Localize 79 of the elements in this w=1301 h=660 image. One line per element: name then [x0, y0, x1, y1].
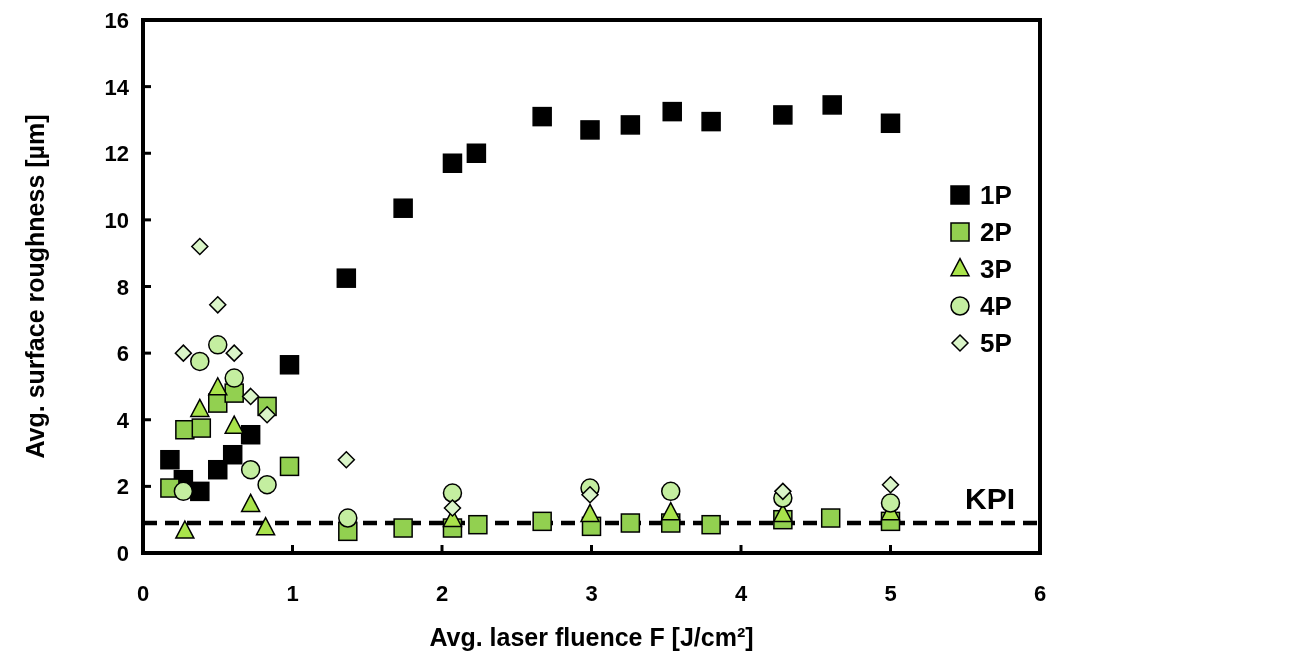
- y-tick-label: 0: [116, 541, 129, 566]
- point: [191, 418, 212, 438]
- point: [190, 351, 210, 372]
- point: [225, 344, 243, 362]
- legend-label: 2P: [980, 217, 1012, 247]
- legend-label: 3P: [980, 254, 1012, 284]
- point: [222, 444, 243, 465]
- point: [209, 296, 227, 314]
- point: [393, 198, 413, 218]
- point: [240, 493, 261, 513]
- point: [773, 105, 793, 125]
- point: [190, 398, 210, 418]
- point: [175, 520, 195, 539]
- point: [208, 335, 228, 355]
- x-tick-label: 3: [585, 581, 598, 606]
- y-tick-label: 4: [116, 407, 130, 433]
- point: [880, 493, 901, 513]
- y-tick-label: 6: [116, 341, 129, 367]
- point: [258, 406, 276, 424]
- point: [660, 501, 681, 521]
- point: [581, 485, 599, 504]
- legend-label: 5P: [980, 328, 1012, 358]
- y-tick-label: 8: [116, 274, 129, 300]
- point: [580, 120, 600, 140]
- point: [160, 449, 180, 470]
- y-tick-label: 2: [116, 474, 129, 500]
- point: [881, 475, 900, 494]
- x-axis-title: Avg. laser fluence F [J/cm²]: [429, 623, 754, 651]
- point: [224, 415, 244, 434]
- point: [662, 101, 682, 122]
- point: [257, 474, 277, 495]
- x-tick-label: 4: [734, 581, 748, 606]
- point: [822, 95, 842, 115]
- point: [880, 113, 901, 134]
- point: [191, 237, 209, 256]
- point: [255, 516, 276, 536]
- point: [701, 514, 721, 535]
- point: [173, 481, 194, 502]
- point: [224, 368, 244, 388]
- point: [338, 508, 358, 528]
- point: [620, 115, 641, 135]
- x-tick-label: 6: [1033, 581, 1047, 606]
- point: [620, 513, 641, 533]
- y-tick-label: 14: [104, 74, 130, 100]
- y-tick-label: 10: [104, 207, 129, 233]
- point: [174, 344, 193, 362]
- point: [337, 450, 356, 469]
- point: [442, 153, 463, 173]
- point: [208, 377, 228, 396]
- point: [240, 459, 261, 480]
- legend-label: 1P: [980, 180, 1012, 210]
- point: [393, 518, 413, 538]
- point: [336, 268, 357, 288]
- x-tick-label: 1: [286, 581, 299, 606]
- y-axis-title: Avg. surface roughness [µm]: [21, 114, 49, 459]
- point: [190, 481, 210, 502]
- y-tick-label: 16: [104, 8, 129, 33]
- point: [580, 503, 600, 523]
- point: [279, 456, 300, 477]
- point: [240, 424, 261, 445]
- point: [820, 508, 841, 528]
- point: [208, 459, 228, 480]
- point: [701, 111, 721, 132]
- point: [532, 106, 552, 127]
- point: [241, 387, 260, 406]
- ref-line-label: KPI: [964, 482, 1016, 516]
- x-tick-label: 0: [136, 581, 150, 606]
- point: [443, 499, 462, 517]
- legend-label: 4P: [980, 291, 1012, 321]
- point: [660, 481, 681, 502]
- point: [279, 355, 300, 375]
- x-tick-label: 2: [435, 581, 449, 606]
- x-tick-label: 5: [884, 581, 897, 606]
- point: [774, 482, 792, 501]
- y-tick-label: 12: [104, 141, 129, 167]
- point: [466, 143, 487, 163]
- point: [442, 483, 463, 503]
- point: [532, 511, 552, 532]
- point: [468, 514, 488, 535]
